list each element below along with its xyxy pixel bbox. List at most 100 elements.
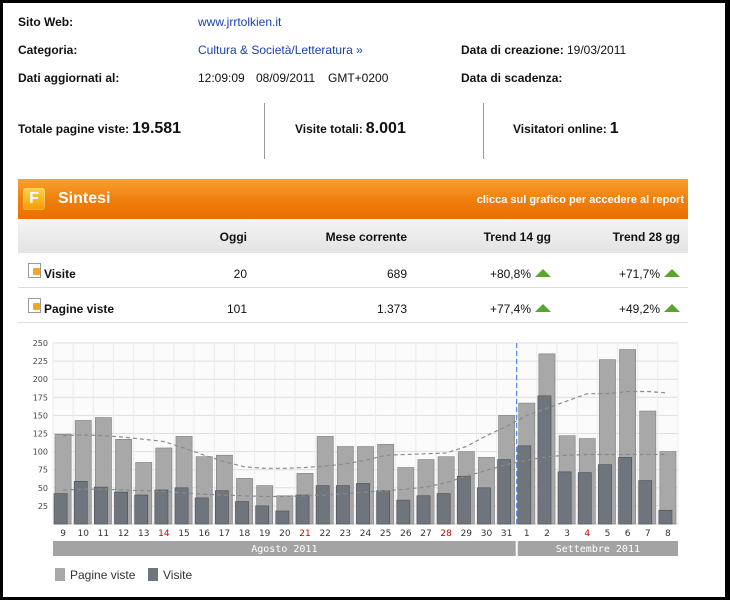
visits-trend14-value: +80,8% [489, 267, 531, 281]
updated-label: Dati aggiornati al: [18, 71, 120, 85]
expiry-label: Data di scadenza: [461, 71, 563, 85]
f-logo-icon: F [23, 188, 45, 210]
x-tick-label: 21 [299, 529, 310, 539]
bar-visite [456, 475, 471, 525]
x-tick-label: 14 [158, 529, 170, 539]
up-arrow-icon [664, 304, 680, 312]
bar-visite [53, 493, 68, 525]
updated-time: 12:09:09 [198, 71, 245, 85]
row-label: Visite [44, 267, 76, 281]
x-tick-label: 6 [625, 529, 631, 539]
legend-visits: Visite [148, 568, 192, 582]
y-tick-label: 75 [38, 466, 48, 475]
visits-trend14: +80,8% [490, 267, 551, 281]
bar-visite [315, 485, 330, 525]
bar-visite [356, 483, 370, 525]
x-tick-label: 29 [461, 529, 473, 539]
table-row-visits[interactable]: Visite 20 689 +80,8% +71,7% [18, 253, 688, 288]
x-tick-label: 13 [138, 529, 149, 539]
legend-label-visits: Visite [163, 568, 193, 582]
bar-visite [517, 445, 532, 525]
total-visits: Visite totali: 8.001 [295, 120, 406, 138]
y-tick-label: 250 [33, 339, 48, 348]
x-tick-label: 2 [544, 529, 550, 539]
legend-label-pageviews: Pagine viste [70, 568, 136, 582]
updated-date: 08/09/2011 [256, 71, 316, 85]
bar-visite [154, 489, 169, 525]
month-label: Settembre 2011 [556, 544, 640, 555]
x-tick-label: 9 [60, 529, 66, 539]
site-label: Sito Web: [18, 15, 74, 29]
pageviews-trend28-value: +49,2% [618, 302, 660, 316]
x-tick-label: 16 [198, 529, 210, 539]
summary-table-header: Oggi Mese corrente Trend 14 gg Trend 28 … [18, 219, 688, 253]
bar-visite [598, 464, 612, 525]
pageviews-trend28: +49,2% [619, 302, 680, 316]
created-value: 19/03/2011 [567, 43, 627, 57]
bar-visite [497, 459, 512, 525]
bar-visite [376, 490, 391, 525]
x-tick-label: 20 [279, 529, 291, 539]
visits-trend28: +71,7% [619, 267, 680, 281]
legend-swatch-pageviews [55, 568, 65, 581]
category-link[interactable]: Cultura & Società/Letteratura » [198, 43, 363, 57]
bar-visite [114, 491, 128, 525]
x-tick-label: 22 [319, 529, 330, 539]
y-tick-label: 150 [33, 411, 48, 420]
total-pageviews-label: Totale pagine viste: [18, 122, 130, 136]
x-tick-label: 17 [219, 529, 230, 539]
pageviews-month: 1.373 [376, 302, 407, 316]
month-band [53, 541, 516, 556]
x-tick-label: 26 [400, 529, 412, 539]
bar-visite [235, 501, 249, 525]
bar-visite [94, 486, 108, 525]
x-tick-label: 28 [440, 529, 452, 539]
bar-visite [214, 490, 229, 525]
report-link[interactable]: clicca sul grafico per accedere al repor… [476, 194, 684, 206]
stats-divider [483, 103, 484, 159]
legend-swatch-visits [148, 568, 158, 581]
bar-visite [73, 480, 88, 525]
summary-title: Sintesi [58, 190, 111, 207]
online-visitors: Visitatori online: 1 [513, 120, 619, 138]
legend-pageviews: Pagine viste [55, 568, 135, 582]
x-tick-label: 31 [501, 529, 512, 539]
row-label: Pagine viste [44, 302, 115, 316]
online-visitors-label: Visitatori online: [513, 122, 607, 136]
x-tick-label: 19 [259, 529, 271, 539]
x-tick-label: 3 [564, 529, 570, 539]
site-link[interactable]: www.jrrtolkien.it [198, 15, 282, 29]
x-tick-label: 30 [481, 529, 493, 539]
y-tick-label: 175 [33, 393, 48, 402]
y-tick-label: 25 [38, 502, 48, 511]
y-tick-label: 100 [33, 448, 48, 457]
y-tick-label: 200 [33, 375, 48, 384]
stats-divider [264, 103, 265, 159]
y-tick-label: 125 [33, 430, 48, 439]
table-row-pageviews[interactable]: Pagine viste 101 1.373 +77,4% +49,2% [18, 288, 688, 323]
col-today: Oggi [219, 230, 247, 244]
bar-visite [275, 510, 290, 525]
document-plus-icon [28, 298, 41, 313]
total-visits-label: Visite totali: [295, 122, 363, 136]
bar-visite [436, 493, 451, 525]
x-tick-label: 1 [524, 529, 530, 539]
x-tick-label: 15 [178, 529, 189, 539]
up-arrow-icon [535, 269, 551, 277]
bar-visite [194, 497, 209, 525]
x-tick-label: 4 [584, 529, 590, 539]
online-visitors-value: 1 [609, 120, 619, 137]
col-trend28: Trend 28 gg [612, 230, 680, 244]
pageviews-trend14: +77,4% [490, 302, 551, 316]
x-tick-label: 10 [78, 529, 90, 539]
bar-visite [134, 494, 149, 525]
x-tick-label: 11 [98, 529, 109, 539]
updated-timezone: GMT+0200 [328, 71, 389, 85]
dashboard-frame: Sito Web: www.jrrtolkien.it Categoria: C… [3, 3, 725, 597]
bar-visite [416, 495, 431, 525]
pageviews-trend14-value: +77,4% [489, 302, 531, 316]
summary-header: F Sintesi clicca sul grafico per acceder… [18, 179, 688, 219]
x-tick-label: 12 [118, 529, 129, 539]
up-arrow-icon [535, 304, 551, 312]
